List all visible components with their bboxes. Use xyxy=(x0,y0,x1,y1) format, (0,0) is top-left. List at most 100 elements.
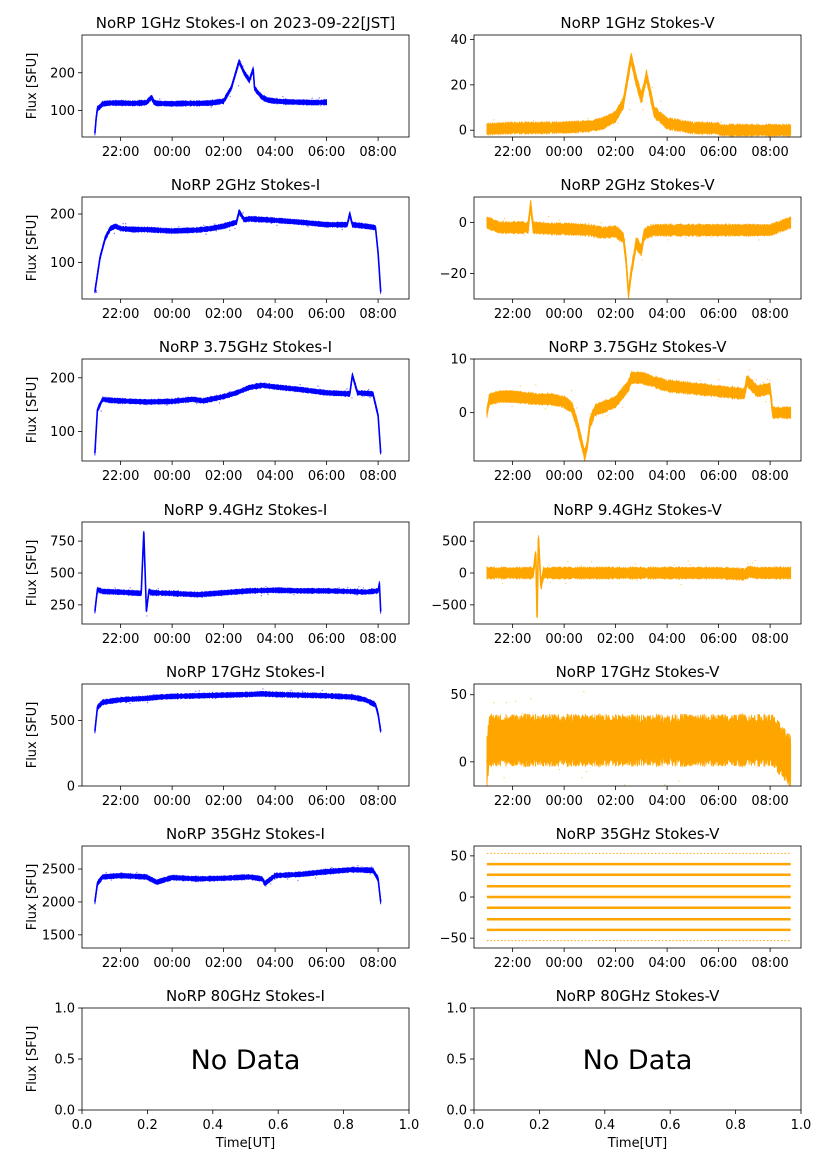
data-point xyxy=(754,559,756,562)
data-point xyxy=(535,759,537,761)
data-point xyxy=(314,877,317,879)
data-point xyxy=(113,232,116,235)
y-tick-label: 100 xyxy=(50,425,75,440)
y-axis-label: Flux [SFU] xyxy=(25,53,40,120)
x-tick-label: 02:00 xyxy=(597,307,634,322)
data-point xyxy=(257,875,259,877)
series-band xyxy=(94,209,382,294)
y-tick-label: 0 xyxy=(459,567,467,582)
series-band xyxy=(486,370,792,461)
data-point xyxy=(598,576,601,579)
data-point xyxy=(728,578,730,580)
data-point xyxy=(530,698,532,700)
data-point xyxy=(687,576,689,579)
data-point xyxy=(337,870,340,872)
chart-p1i: NoRP 1GHz Stokes-I on 2023-09-22[JST] 100… xyxy=(25,14,410,160)
x-tick-label: 04:00 xyxy=(648,307,685,322)
x-tick-label: 00:00 xyxy=(545,794,582,809)
x-tick-label: 02:00 xyxy=(597,956,634,971)
data-point xyxy=(270,883,272,885)
series-p4i xyxy=(94,530,382,617)
data-point xyxy=(577,127,580,129)
data-point xyxy=(293,593,295,596)
data-point xyxy=(297,220,300,223)
x-tick-label: 02:00 xyxy=(205,632,242,647)
data-point xyxy=(629,109,631,111)
y-tick-label: 10 xyxy=(450,353,467,368)
x-tick-label: 06:00 xyxy=(700,307,737,322)
data-point xyxy=(528,229,530,231)
y-tick-label: 100 xyxy=(50,256,75,271)
data-point xyxy=(565,582,567,585)
x-tick-label: 06:00 xyxy=(700,469,737,484)
y-tick-label: 50 xyxy=(450,849,467,864)
series-band xyxy=(486,712,792,786)
data-point xyxy=(731,228,733,230)
y-tick-label: 2000 xyxy=(42,895,75,910)
data-point xyxy=(637,237,639,240)
data-point xyxy=(136,871,138,874)
no-data-label: No Data xyxy=(583,1045,693,1076)
data-point xyxy=(372,391,374,393)
series-line xyxy=(94,374,382,453)
x-tick-label: 02:00 xyxy=(205,794,242,809)
data-point xyxy=(106,103,109,105)
series-p5v xyxy=(486,690,792,786)
data-point xyxy=(642,109,644,111)
series-p4v xyxy=(486,535,792,618)
data-point xyxy=(178,591,180,594)
data-point xyxy=(773,744,776,746)
data-point xyxy=(535,394,538,397)
data-point xyxy=(548,564,550,566)
data-point xyxy=(689,564,691,566)
data-point xyxy=(136,590,139,592)
chart-title: NoRP 35GHz Stokes-I xyxy=(166,825,325,843)
y-tick-label: 250 xyxy=(50,598,75,613)
data-point xyxy=(123,400,125,403)
data-point xyxy=(243,71,246,73)
x-tick-label: 02:00 xyxy=(205,956,242,971)
x-tick-label: 00:00 xyxy=(153,307,190,322)
data-point xyxy=(234,227,236,230)
data-point xyxy=(237,85,240,87)
data-point xyxy=(621,406,624,408)
data-point xyxy=(551,567,553,569)
x-tick-label: 06:00 xyxy=(308,469,345,484)
data-point xyxy=(290,689,292,691)
data-point xyxy=(493,702,495,704)
x-tick-label: 00:00 xyxy=(153,632,190,647)
series-p6v xyxy=(486,852,791,942)
data-point xyxy=(229,95,231,98)
data-point xyxy=(317,391,320,393)
data-point xyxy=(168,103,171,105)
chart-p6v: NoRP 35GHz Stokes-V −50 0 50 22:00 00:00 02:00… xyxy=(440,825,802,971)
data-point xyxy=(570,389,573,392)
series-line xyxy=(94,868,382,903)
data-point xyxy=(247,76,249,79)
data-point xyxy=(373,700,375,703)
data-point xyxy=(262,688,264,690)
y-tick-label: 200 xyxy=(50,371,75,386)
data-point xyxy=(261,385,263,387)
y-tick-label: 0 xyxy=(459,406,467,421)
data-point xyxy=(229,229,231,231)
y-tick-label: 50 xyxy=(450,688,467,703)
data-point xyxy=(95,289,97,292)
y-tick-label: 1500 xyxy=(42,928,75,943)
x-tick-label: 08:00 xyxy=(751,145,788,160)
data-point xyxy=(285,385,287,387)
series-line xyxy=(486,204,791,295)
x-tick-label: 1.0 xyxy=(399,1118,420,1133)
y-tick-label: 0 xyxy=(459,891,467,906)
data-point xyxy=(621,390,623,392)
data-point xyxy=(213,223,216,225)
x-tick-label: 06:00 xyxy=(308,145,345,160)
data-point xyxy=(310,696,313,699)
data-point xyxy=(766,378,769,380)
data-point xyxy=(244,389,247,392)
data-point xyxy=(758,394,760,397)
data-point xyxy=(600,125,602,127)
data-point xyxy=(726,729,729,731)
x-tick-label: 08:00 xyxy=(751,794,788,809)
data-point xyxy=(331,866,333,869)
